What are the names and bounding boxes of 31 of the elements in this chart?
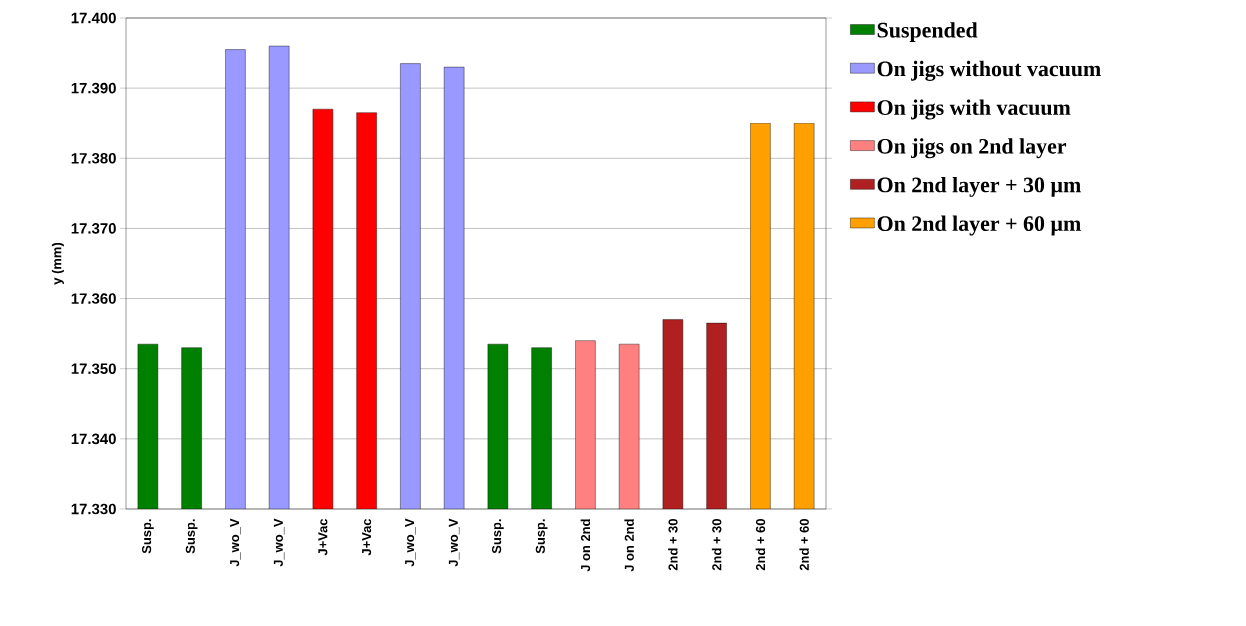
x-tick-label: Susp. xyxy=(142,519,154,554)
x-tick-label: 2nd + 30 xyxy=(711,519,722,571)
x-tick-label: J+Vac xyxy=(362,518,372,556)
x-tick-label: J_wo_V xyxy=(448,518,460,567)
y-tick-label: 17.390 xyxy=(71,82,116,94)
legend-label: On 2nd layer + 30 µm xyxy=(877,176,1081,197)
x-tick-label: 2nd + 30 xyxy=(668,519,678,571)
y-tick-label: 17.360 xyxy=(71,293,116,304)
x-tick-label: Susp. xyxy=(185,519,198,554)
y-tick-label: 17.380 xyxy=(71,152,116,164)
x-tick-label: J on 2nd xyxy=(580,519,591,572)
x-tick-label: J_wo_V xyxy=(405,518,416,567)
x-tick-label: Susp. xyxy=(492,519,504,554)
legend-label: On jigs with vacuum xyxy=(877,99,1071,120)
x-tick-label: J+Vac xyxy=(318,518,328,556)
x-tick-label: J on 2nd xyxy=(624,519,634,572)
y-tick-label: 17.400 xyxy=(71,12,116,24)
legend-label: On 2nd layer + 60 µm xyxy=(877,215,1081,236)
y-tick-label: 17.350 xyxy=(71,363,116,375)
x-tick-label: J_wo_V xyxy=(273,518,285,567)
x-tick-label: 2nd + 60 xyxy=(799,519,809,571)
legend-label: Suspended xyxy=(877,22,978,43)
x-tick-label: 2nd + 60 xyxy=(755,519,766,571)
x-tick-label: J_wo_V xyxy=(230,518,241,567)
y-tick-label: 17.370 xyxy=(71,223,116,234)
y-tick-label: 17.330 xyxy=(71,503,116,515)
legend-label: On jigs without vacuum xyxy=(877,60,1101,81)
x-tick-label: Susp. xyxy=(535,519,548,554)
y-tick-label: 17.340 xyxy=(71,433,116,445)
y-axis-title: y (mm) xyxy=(51,242,64,285)
legend-label: On jigs on 2nd layer xyxy=(877,138,1067,159)
